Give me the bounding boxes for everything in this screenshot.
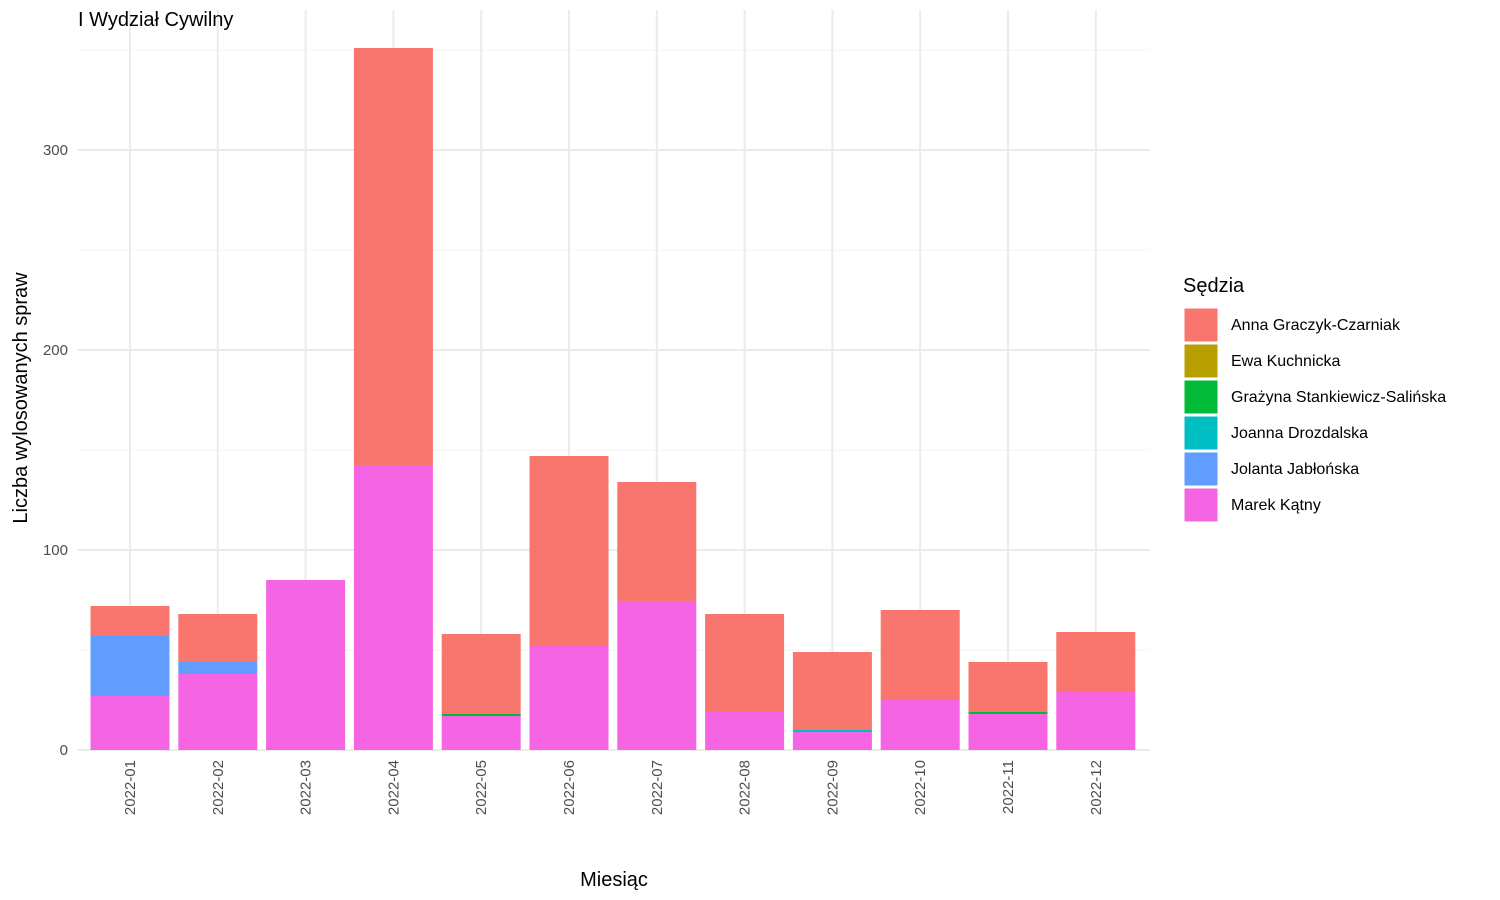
- x-tick-label: 2022-06: [561, 760, 578, 815]
- bar-segment: [90, 696, 170, 750]
- bar-segment: [441, 716, 521, 750]
- y-tick-label: 200: [43, 342, 68, 359]
- bar-segment: [178, 614, 258, 662]
- bar-segment: [441, 634, 521, 714]
- legend-label: Jolanta Jabłońska: [1231, 461, 1359, 478]
- chart-title: I Wydział Cywilny: [78, 9, 233, 31]
- x-axis-title: Miesiąc: [580, 869, 648, 891]
- legend-label: Joanna Drozdalska: [1231, 425, 1368, 442]
- bar-segment: [705, 614, 785, 712]
- bar-segment: [178, 674, 258, 750]
- y-tick-label: 300: [43, 142, 68, 159]
- x-tick-label: 2022-07: [649, 760, 666, 815]
- bar-segment: [792, 652, 872, 730]
- x-tick-label: 2022-12: [1088, 760, 1105, 815]
- legend: Sędzia Anna Graczyk-Czarniak Ewa Kuchnick…: [1183, 275, 1446, 523]
- x-tick-label: 2022-09: [824, 760, 841, 815]
- x-tick-label: 2022-02: [210, 760, 227, 815]
- bar-segment: [529, 456, 609, 646]
- y-axis-title: Liczba wylosowanych spraw: [10, 272, 32, 524]
- x-tick-label: 2022-05: [473, 760, 490, 815]
- bar-segment: [617, 602, 697, 750]
- legend-key: [1183, 415, 1219, 451]
- bar-segment: [880, 610, 960, 700]
- bar-segment: [968, 662, 1048, 712]
- legend-key: [1183, 487, 1219, 523]
- bar-segment: [90, 636, 170, 696]
- legend-title: Sędzia: [1183, 275, 1245, 297]
- bar-segment: [617, 482, 697, 602]
- bar-segment: [968, 712, 1048, 714]
- legend-label: Grażyna Stankiewicz-Salińska: [1231, 389, 1446, 406]
- bar-segment: [1056, 692, 1136, 750]
- legend-key: [1183, 307, 1219, 343]
- bar-segment: [90, 606, 170, 636]
- legend-label: Anna Graczyk-Czarniak: [1231, 317, 1401, 334]
- x-tick-label: 2022-10: [912, 760, 929, 815]
- legend-key: [1183, 379, 1219, 415]
- legend-label: Marek Kątny: [1231, 497, 1321, 514]
- bar-segment: [441, 714, 521, 716]
- bar-segment: [353, 466, 433, 750]
- bar-segment: [353, 48, 433, 466]
- bar-segment: [266, 580, 346, 750]
- bar-segment: [880, 700, 960, 750]
- bar-segment: [529, 646, 609, 750]
- bar-segment: [968, 714, 1048, 750]
- y-axis-ticks: 0 100 200 300: [43, 142, 68, 759]
- legend-key: [1183, 343, 1219, 379]
- bar-segment: [178, 662, 258, 674]
- x-tick-label: 2022-01: [122, 760, 139, 815]
- bars-layer: [90, 48, 1136, 750]
- x-tick-label: 2022-11: [1000, 760, 1017, 814]
- x-tick-label: 2022-08: [737, 760, 754, 815]
- legend-label: Ewa Kuchnicka: [1231, 353, 1340, 370]
- bar-segment: [792, 732, 872, 750]
- bar-segment: [792, 730, 872, 732]
- x-axis-ticks: 2022-01 2022-02 2022-03 2022-04 2022-05 2022-…: [122, 760, 1105, 815]
- y-tick-label: 100: [43, 542, 68, 559]
- y-tick-label: 0: [60, 742, 68, 759]
- x-tick-label: 2022-04: [385, 760, 402, 815]
- bar-segment: [1056, 632, 1136, 692]
- legend-key: [1183, 451, 1219, 487]
- x-tick-label: 2022-03: [298, 760, 315, 815]
- bar-segment: [705, 712, 785, 750]
